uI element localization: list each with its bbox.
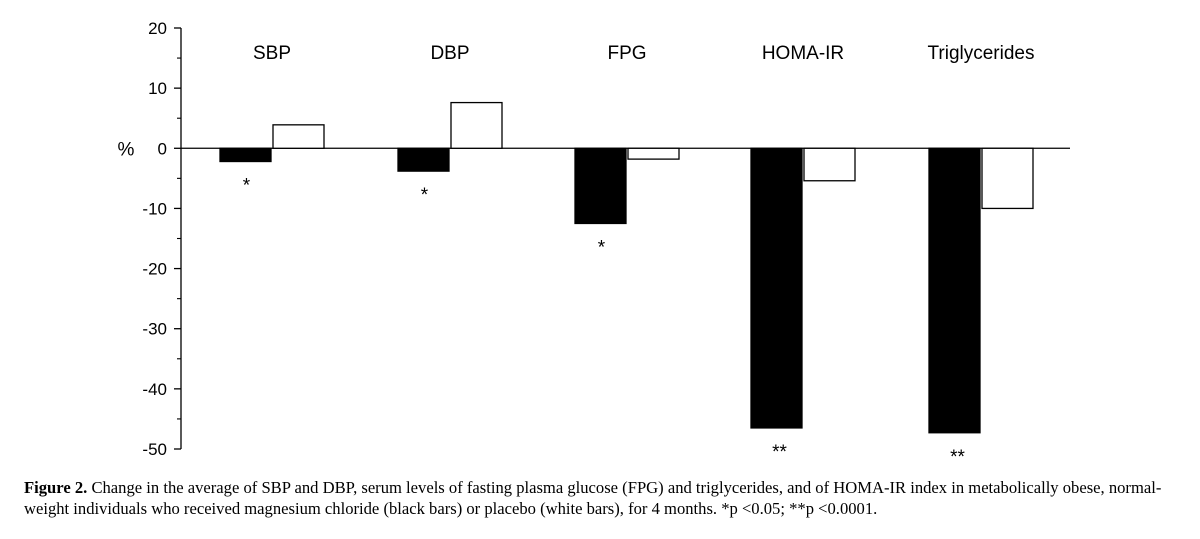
bar-placebo (803, 147, 856, 182)
bar-magnesium (750, 147, 803, 429)
category-label: FPG (607, 43, 646, 64)
y-tick-label: 20 (148, 19, 167, 38)
bar-placebo (450, 101, 503, 149)
significance-marker: * (421, 185, 429, 206)
category-label: HOMA-IR (762, 43, 844, 64)
y-tick-label: -10 (142, 199, 167, 218)
figure-label: Figure 2. (24, 478, 88, 497)
bar-placebo (627, 147, 680, 160)
chart-labels: 20 10 0 -10 -20 -30 -40 -50% SBP * DBP * FPG * HOMA-IR… (118, 19, 1035, 468)
y-axis-label: % (118, 139, 135, 160)
y-tick-label: -30 (142, 320, 167, 339)
significance-marker: * (598, 237, 606, 258)
category-label: Triglycerides (928, 43, 1035, 64)
caption-text: Change in the average of SBP and DBP, se… (24, 478, 1162, 518)
bar-magnesium (928, 147, 981, 434)
y-tick-label: -20 (142, 260, 167, 279)
y-tick-label: 0 (158, 139, 167, 158)
bar-magnesium (574, 147, 627, 225)
significance-marker: * (243, 176, 251, 197)
figure-caption: Figure 2. Change in the average of SBP a… (24, 477, 1184, 519)
bar-chart: 20 10 0 -10 -20 -30 -40 -50% SBP * DBP * FPG * HOMA-IR… (118, 19, 1070, 468)
bar-placebo (981, 147, 1034, 210)
y-tick-label: -50 (142, 440, 167, 459)
significance-marker: ** (950, 447, 965, 468)
bar-magnesium (397, 147, 450, 172)
chart-bars (219, 101, 1034, 434)
y-tick-label: -40 (142, 380, 167, 399)
category-label: SBP (253, 43, 291, 64)
significance-marker: ** (772, 442, 787, 463)
category-label: DBP (430, 43, 469, 64)
bar-placebo (272, 124, 325, 149)
y-tick-label: 10 (148, 79, 167, 98)
bar-magnesium (219, 147, 272, 163)
